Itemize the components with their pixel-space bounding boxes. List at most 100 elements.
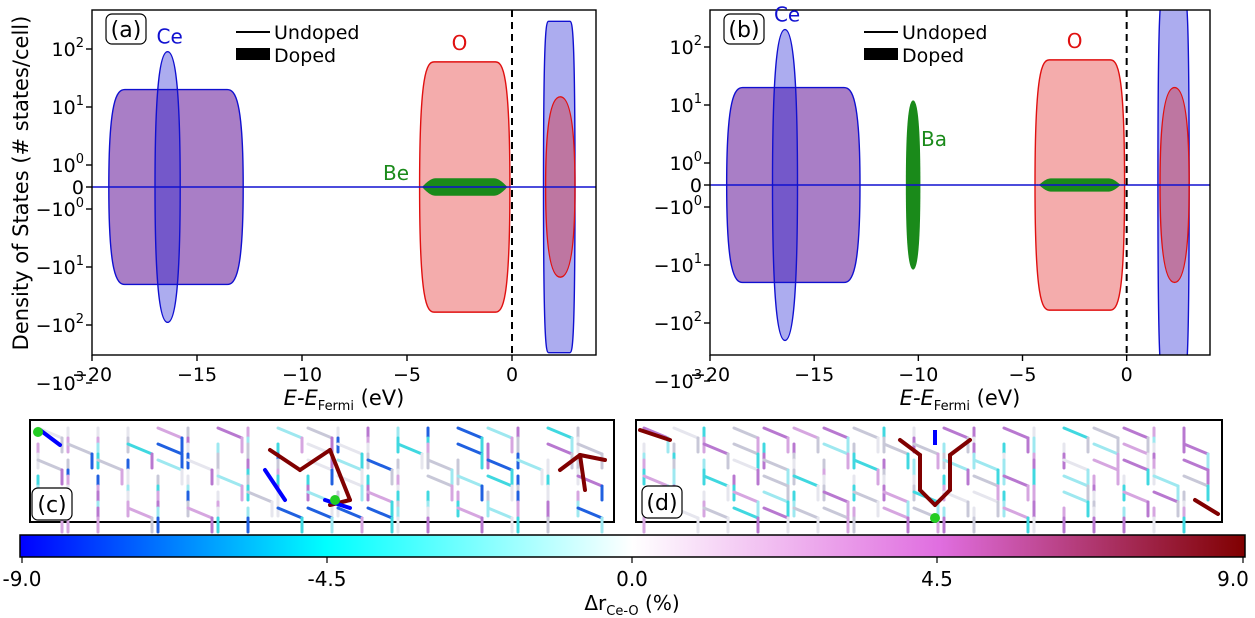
- colorbar-tick-label: 4.5: [921, 567, 953, 591]
- ce-o-bond: [1062, 426, 1090, 440]
- ce-o-bond: [306, 506, 334, 520]
- y-tick-label: 103: [670, 0, 702, 1]
- ce-o-bond: [972, 490, 1000, 504]
- ce-o-bond-stretched: [578, 453, 587, 492]
- x-tick-label: −5: [393, 364, 421, 386]
- ce-o-bond: [456, 506, 484, 520]
- panel-label: (a): [111, 18, 142, 43]
- x-tick-label: −10: [898, 364, 938, 386]
- ce-o-bond-stretched: [933, 488, 952, 507]
- ce-o-bond: [456, 474, 484, 488]
- y-axis-label: Density of States (# states/cell): [9, 16, 33, 351]
- ce-o-bond: [456, 442, 484, 456]
- ce-o-bond: [792, 474, 820, 488]
- x-axis-label: E-EFermi (eV): [900, 386, 1021, 414]
- ce-o-bond: [882, 506, 910, 520]
- ce-o-bond: [336, 458, 364, 472]
- ce-o-bond: [1122, 458, 1150, 472]
- ce-o-bond: [1122, 442, 1150, 456]
- ce-o-bond: [702, 506, 730, 520]
- ce-o-bond: [546, 442, 574, 456]
- y-tick-label: −101: [654, 252, 702, 277]
- colorbar: -9.0 -4.5 0.0 4.5 9.0 ΔrCe-O (%): [2, 534, 1249, 618]
- ce-o-bond: [1002, 426, 1030, 440]
- panel-c-label-box: [31, 487, 73, 521]
- legend-undoped-label: Undoped: [274, 22, 359, 44]
- colorbar-tick-label: -9.0: [2, 567, 41, 591]
- y-tick-label: 103: [52, 0, 84, 3]
- ce-o-bond: [1002, 474, 1030, 488]
- ce-o-bond: [732, 490, 760, 504]
- ce-o-bond-network-c: [33, 426, 607, 534]
- panel-label: (b): [728, 18, 759, 43]
- ce-o-bond: [1122, 490, 1150, 504]
- ce-o-bond: [1152, 490, 1180, 504]
- ce-o-bond: [156, 426, 184, 440]
- ce-o-bond-stretched: [298, 448, 332, 472]
- panel-label-box: [723, 13, 765, 45]
- ce-o-bond: [1152, 474, 1180, 488]
- ce-o-bond: [66, 442, 94, 456]
- ce-o-bond: [822, 426, 850, 440]
- ce-o-bond: [546, 426, 574, 440]
- x-tick-label: −20: [690, 364, 730, 386]
- ce-o-bond: [672, 426, 700, 440]
- ce-o-bond: [336, 442, 364, 456]
- ce-o-bond: [366, 506, 394, 520]
- ce-o-bond: [762, 490, 790, 504]
- y-tick-label: 100: [52, 152, 84, 177]
- ce-o-bond: [1182, 442, 1210, 456]
- ce-annotation: Ce: [157, 25, 183, 49]
- ce-o-bond: [276, 506, 304, 520]
- x-tick-label: −5: [1008, 364, 1036, 386]
- ce-o-bond: [516, 458, 544, 472]
- ce-o-bond: [642, 474, 670, 488]
- ce-o-bond: [36, 458, 64, 472]
- ce-o-bond: [1092, 458, 1120, 472]
- ce-o-bond: [456, 426, 484, 440]
- panel-d-label-box: [641, 485, 683, 519]
- ce-o-bond: [366, 490, 394, 504]
- ce-o-bond: [702, 442, 730, 456]
- dopant-annotation: Be: [383, 161, 409, 185]
- ce-o-bond: [186, 506, 214, 520]
- ce-o-bond-network-d: [638, 426, 1220, 534]
- y-tick-label: 102: [52, 36, 84, 61]
- ce-o-bond: [792, 426, 820, 440]
- panel-d-frame: [635, 419, 1223, 523]
- ce-o-bond: [216, 474, 244, 488]
- x-tick-label: 0: [1121, 364, 1133, 386]
- ce-o-bond: [576, 506, 604, 520]
- ce-o-bond: [732, 442, 760, 456]
- ce-o-bond: [942, 426, 970, 440]
- ce-o-bond: [426, 458, 454, 472]
- ce-o-bond-stretched: [578, 453, 607, 462]
- plot-frame: [91, 9, 597, 356]
- ce-o-bond: [486, 506, 514, 520]
- x-tick-label: −10: [282, 364, 322, 386]
- ce-o-bond: [792, 506, 820, 520]
- ce-o-bond: [882, 442, 910, 456]
- ce-o-bond: [1122, 426, 1150, 440]
- o-annotation: O: [452, 31, 468, 55]
- panel-d-label: (d): [646, 491, 677, 516]
- colorbar-label: ΔrCe-O (%): [584, 591, 679, 618]
- ce-o-bond: [216, 426, 244, 440]
- y-tick-label: −103: [36, 370, 84, 395]
- ce-o-bond: [762, 506, 790, 520]
- structure-panel-c: (c): [29, 419, 615, 534]
- ce-o-bond: [852, 490, 880, 504]
- ce-o-bond: [426, 474, 454, 488]
- ce-annotation: Ce: [774, 3, 800, 27]
- y-tick-label: −101: [36, 254, 84, 279]
- ce-o-bond: [96, 458, 124, 472]
- ce-o-bond: [276, 426, 304, 440]
- dopant-atom: [33, 427, 43, 437]
- ce-o-bond: [1002, 506, 1030, 520]
- colorbar-gradient: [19, 534, 1246, 558]
- ce-o-bond: [156, 442, 184, 456]
- dopant-atom: [330, 495, 340, 505]
- ce-o-bond: [486, 426, 514, 440]
- legend-doped-swatch: [236, 48, 270, 60]
